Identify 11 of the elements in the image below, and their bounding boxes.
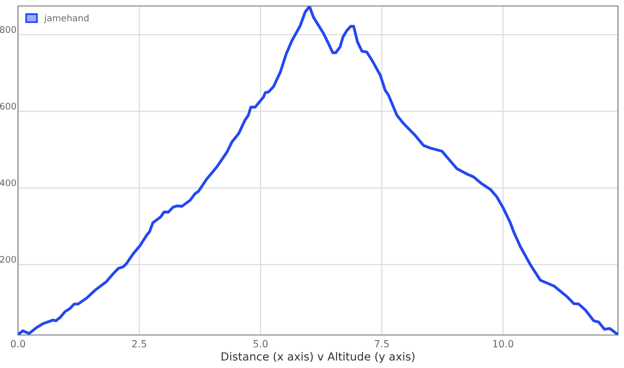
y-tick-label: 800 xyxy=(0,26,16,33)
x-tick-label: 2.5 xyxy=(132,340,146,348)
legend-label: jamehand xyxy=(44,14,88,24)
x-tick-label: 10.0 xyxy=(493,340,514,348)
x-tick-label: 0.0 xyxy=(10,340,26,348)
x-axis-title: Distance (x axis) v Altitude (y axis) xyxy=(222,352,414,363)
y-tick-label: 600 xyxy=(0,102,16,110)
y-tick-label: 200 xyxy=(0,256,16,263)
x-tick-label: 5.0 xyxy=(254,340,268,348)
x-tick-label: 7.5 xyxy=(374,340,389,348)
y-tick-label: 400 xyxy=(0,179,16,186)
